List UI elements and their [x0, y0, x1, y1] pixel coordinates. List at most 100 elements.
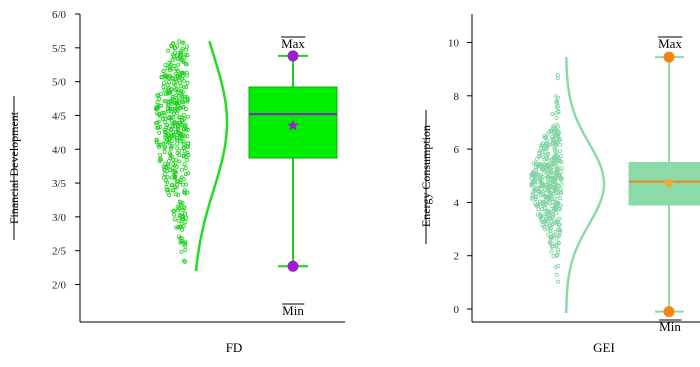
fd-data-point: [175, 68, 180, 73]
gei-data-point: [557, 156, 562, 161]
fd-data-point: [166, 48, 171, 53]
fd-data-point: [167, 151, 172, 156]
gei-data-point: [555, 140, 560, 145]
gei-y-tick-label: 10: [448, 38, 460, 50]
gei-data-point: [557, 216, 562, 221]
fd-data-point: [174, 185, 179, 190]
gei-data-point: [546, 214, 551, 219]
gei-min-label: Min: [659, 319, 681, 334]
fd-data-point: [165, 107, 170, 112]
fd-data-point: [161, 81, 166, 86]
fd-violin: [194, 40, 229, 272]
fd-data-point: [181, 139, 186, 144]
fd-data-point: [180, 46, 185, 51]
gei-data-point: [542, 225, 547, 230]
gei-data-point: [544, 141, 549, 146]
gei-data-point: [545, 156, 550, 161]
fd-violin-curve: [194, 40, 229, 272]
fd-data-point: [183, 172, 188, 177]
gei-data-point: [553, 189, 558, 194]
gei-data-point: [540, 154, 545, 159]
fd-data-point: [167, 100, 172, 105]
fd-data-point: [183, 219, 188, 224]
gei-data-point: [551, 170, 556, 175]
fd-data-point: [179, 89, 184, 94]
fd-data-point: [179, 137, 184, 142]
gei-data-point: [546, 151, 551, 156]
gei-data-point: [540, 166, 545, 171]
fd-y-tick-label: 5/5: [52, 43, 67, 55]
fd-data-point: [178, 115, 183, 120]
gei-data-point: [533, 172, 538, 177]
fd-data-point: [167, 60, 172, 65]
gei-data-point: [534, 165, 539, 170]
gei-data-point: [554, 153, 559, 158]
gei-data-point: [543, 135, 548, 140]
fd-data-point: [183, 191, 188, 196]
fd-data-point: [154, 140, 159, 145]
fd-data-point: [174, 79, 179, 84]
gei-data-point: [546, 232, 551, 237]
fd-y-tick-label: 5/0: [52, 77, 67, 89]
gei-data-point: [554, 105, 559, 110]
gei-data-point: [558, 154, 563, 159]
gei-data-point: [553, 175, 558, 180]
gei-data-point: [540, 181, 545, 186]
fd-data-point: [181, 258, 186, 263]
gei-data-point: [558, 149, 563, 154]
fd-data-point: [185, 157, 190, 162]
gei-data-point: [542, 203, 547, 208]
fd-data-point: [182, 153, 187, 158]
gei-data-point: [557, 227, 562, 232]
fd-data-point: [172, 212, 177, 217]
fd-data-point: [177, 180, 182, 185]
gei-data-point: [554, 242, 559, 247]
gei-data-point: [555, 168, 560, 173]
gei-data-point: [555, 250, 560, 255]
gei-data-point: [532, 186, 537, 191]
gei-data-point: [548, 158, 553, 163]
fd-data-point: [183, 247, 188, 252]
gei-data-point: [555, 132, 560, 137]
fd-category-label: FD: [226, 340, 243, 355]
fd-data-point: [164, 137, 169, 142]
fd-data-point: [167, 73, 172, 78]
gei-data-point: [532, 180, 537, 185]
gei-data-point: [553, 134, 558, 139]
gei-data-point: [540, 192, 545, 197]
gei-data-point: [533, 201, 538, 206]
fd-data-point: [181, 223, 186, 228]
fd-data-point: [156, 142, 161, 147]
fd-data-point: [162, 88, 167, 93]
fd-data-point: [157, 103, 162, 108]
fd-data-point: [155, 104, 160, 109]
gei-data-point: [558, 189, 563, 194]
fd-data-point: [177, 148, 182, 153]
gei-data-point: [554, 122, 559, 127]
fd-data-point: [169, 118, 174, 123]
gei-data-point: [538, 214, 543, 219]
gei-data-point: [558, 196, 563, 201]
fd-data-point: [171, 111, 176, 116]
fd-data-point: [176, 106, 181, 111]
gei-data-point: [549, 249, 554, 254]
fd-data-point: [154, 137, 159, 142]
fd-y-tick-label: 2/5: [52, 246, 67, 258]
fd-data-point: [169, 183, 174, 188]
gei-data-point: [539, 143, 544, 148]
gei-data-point: [546, 179, 551, 184]
gei-data-point: [552, 146, 557, 151]
fd-data-point: [178, 84, 183, 89]
fd-data-point: [155, 125, 160, 130]
gei-data-point: [558, 203, 563, 208]
gei-data-point: [550, 212, 555, 217]
fd-data-point: [155, 100, 160, 105]
fd-data-point: [174, 157, 179, 162]
fd-data-point: [171, 41, 176, 46]
fd-data-point: [173, 124, 178, 129]
fd-data-point: [164, 165, 169, 170]
fd-data-point: [158, 92, 163, 97]
fd-data-point: [183, 240, 188, 245]
gei-max-label: Max: [658, 36, 682, 51]
